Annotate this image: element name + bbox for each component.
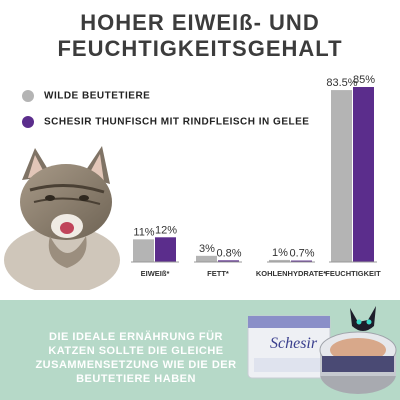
bar-wild-prey-2	[269, 259, 290, 262]
bar-schesir-2	[291, 260, 312, 262]
bar-wild-prey-3	[331, 90, 352, 263]
bar-value-label: 0.8%	[216, 247, 241, 259]
product-image: Schesir	[247, 306, 397, 394]
legend-item-schesir: SCHESIR THUNFISCH MIT RINDFLEISCH IN GEL…	[22, 116, 352, 128]
bar-value-label: 12%	[155, 224, 177, 236]
bar-schesir-1	[218, 260, 239, 262]
bar-wild-prey-0	[133, 239, 154, 262]
kitten-image	[4, 146, 120, 290]
legend-label: SCHESIR THUNFISCH MIT RINDFLEISCH IN GEL…	[44, 116, 310, 128]
bar-wild-prey-1	[196, 255, 217, 262]
bar-value-label: 3%	[199, 243, 215, 255]
bar-schesir-3	[353, 87, 374, 262]
bar-schesir-0	[155, 237, 176, 262]
legend-swatch-grey	[22, 90, 34, 102]
bar-value-label: 85%	[353, 74, 375, 86]
legend-label: WILDE BEUTETIERE	[44, 90, 151, 102]
bottom-message: DIE IDEALE ERNÄHRUNG FÜR KATZEN SOLLTE D…	[35, 331, 237, 385]
page-title: HOHER EIWEIß- UND FEUCHTIGKEITSGEHALT	[0, 10, 400, 62]
bar-value-label: 1%	[272, 247, 288, 259]
legend-item-wild-prey: WILDE BEUTETIERE	[22, 90, 352, 102]
category-label: FEUCHTIGKEIT	[325, 269, 381, 278]
bar-value-label: 0.7%	[289, 248, 314, 260]
category-label: FETT*	[207, 269, 229, 278]
bar-value-label: 11%	[133, 226, 154, 238]
category-label: KOHLENHYDRATE*	[256, 269, 326, 278]
title-line-1: HOHER EIWEIß- UND	[80, 10, 320, 35]
legend-swatch-purple	[22, 116, 34, 128]
title-line-2: FEUCHTIGKEITSGEHALT	[57, 36, 343, 61]
product-brand-text: Schesir	[270, 335, 318, 352]
category-label: EIWEIß*	[141, 269, 170, 278]
bar-value-label: 83.5%	[326, 77, 357, 89]
